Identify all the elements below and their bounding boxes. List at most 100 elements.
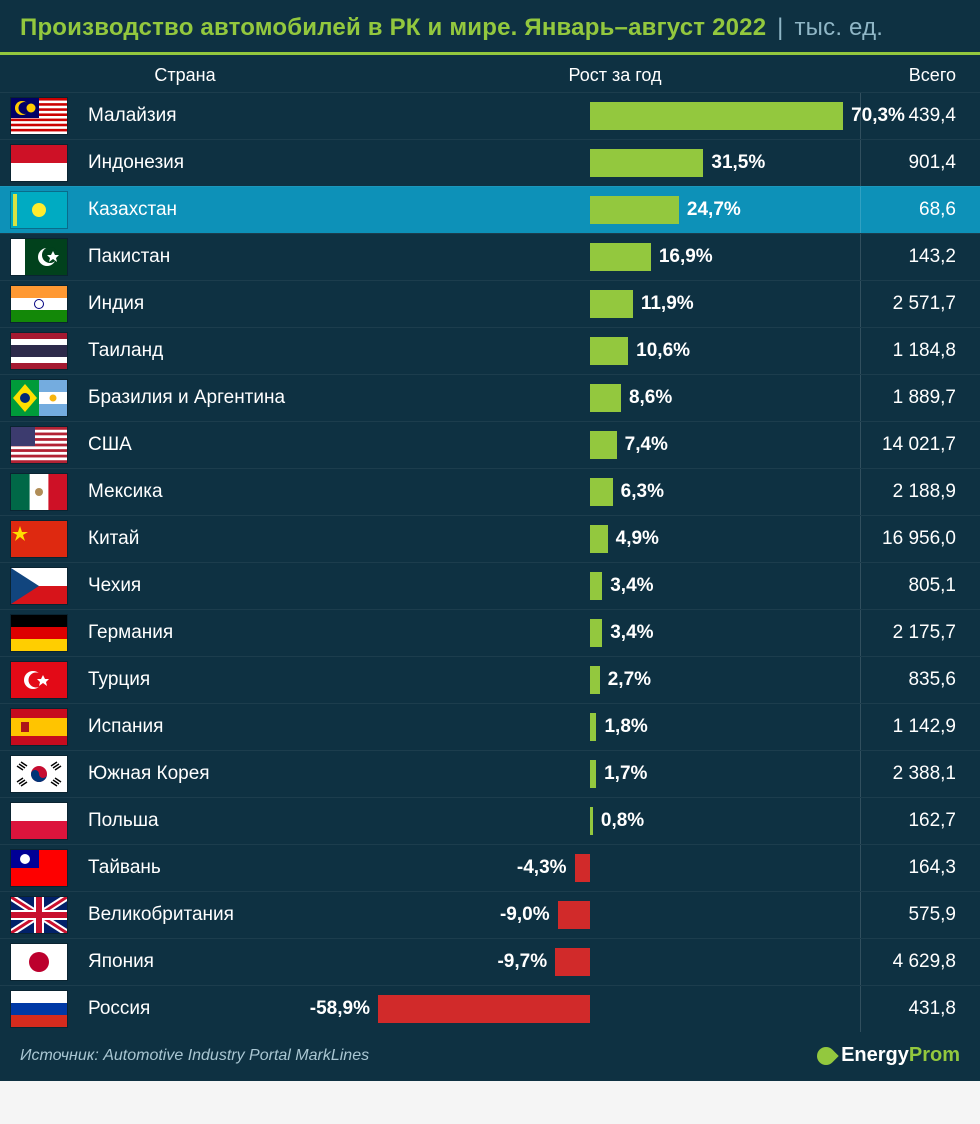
country-name: Великобритания: [78, 892, 370, 938]
total-value: 835,6: [860, 657, 980, 703]
chart-footer: Источник: Automotive Industry Portal Mar…: [0, 1032, 980, 1081]
growth-bar-cell: 8,6%: [370, 375, 860, 421]
total-value: 2 571,7: [860, 281, 980, 327]
country-name: Малайзия: [78, 93, 370, 139]
table-row: Великобритания-9,0%575,9: [0, 891, 980, 938]
growth-bar-negative: [575, 854, 590, 882]
country-name: США: [78, 422, 370, 468]
table-row: Германия3,4%2 175,7: [0, 609, 980, 656]
growth-label: -9,7%: [497, 951, 547, 973]
table-row: Индонезия 31,5% 901,4: [0, 139, 980, 186]
table-row: Чехия3,4%805,1: [0, 562, 980, 609]
growth-bar-cell: 4,9%: [370, 516, 860, 562]
country-name: Казахстан: [78, 187, 370, 233]
country-name: Япония: [78, 939, 370, 985]
flag-cell: [0, 281, 78, 327]
flag-cell: [0, 234, 78, 280]
country-name: Таиланд: [78, 328, 370, 374]
growth-label: -58,9%: [310, 998, 370, 1020]
total-value: 162,7: [860, 798, 980, 844]
total-value: 2 388,1: [860, 751, 980, 797]
growth-bar-positive: [590, 713, 596, 741]
growth-label: 70,3%: [851, 105, 905, 127]
country-name: Индонезия: [78, 140, 370, 186]
growth-bar-cell: 7,4%: [370, 422, 860, 468]
flag-cell: [0, 939, 78, 985]
country-name: Индия: [78, 281, 370, 327]
growth-bar-negative: [558, 901, 590, 929]
flag-icon: [11, 850, 67, 886]
growth-bar-positive: [590, 572, 602, 600]
growth-label: 31,5%: [711, 152, 765, 174]
title-sub: тыс. ед.: [794, 14, 883, 41]
growth-bar-cell: 3,4%: [370, 610, 860, 656]
table-row: Тайвань-4,3%164,3: [0, 844, 980, 891]
growth-bar-cell: 16,9%: [370, 234, 860, 280]
growth-bar-cell: -58,9%: [370, 986, 860, 1032]
flag-cell: [0, 469, 78, 515]
table-row: Китай4,9%16 956,0: [0, 515, 980, 562]
growth-label: 24,7%: [687, 199, 741, 221]
flag-cell: [0, 986, 78, 1032]
flag-icon: [11, 709, 67, 745]
table-row: Мексика6,3%2 188,9: [0, 468, 980, 515]
total-value: 901,4: [860, 140, 980, 186]
table-row: Казахстан 24,7% 68,6: [0, 186, 980, 233]
growth-bar-positive: [590, 337, 628, 365]
title-separator: |: [773, 14, 787, 41]
growth-label: 16,9%: [659, 246, 713, 268]
flag-icon: [11, 145, 67, 181]
total-value: 1 184,8: [860, 328, 980, 374]
total-value: 68,6: [860, 187, 980, 233]
flag-icon: [11, 98, 67, 134]
header-country: Страна: [0, 65, 370, 86]
flag-icon: [11, 991, 67, 1027]
table-row: Турция2,7%835,6: [0, 656, 980, 703]
growth-label: 11,9%: [641, 293, 694, 315]
growth-label: 2,7%: [608, 669, 651, 691]
flag-icon: [11, 333, 67, 369]
flag-cell: [0, 657, 78, 703]
growth-bar-positive: [590, 196, 679, 224]
table-row: Малайзия70,3%439,4: [0, 92, 980, 139]
total-value: 431,8: [860, 986, 980, 1032]
total-value: 14 021,7: [860, 422, 980, 468]
flag-icon: [11, 474, 67, 510]
country-name: Бразилия и Аргентина: [78, 375, 370, 421]
growth-bar-cell: 6,3%: [370, 469, 860, 515]
flag-icon: [11, 662, 67, 698]
growth-bar-negative: [378, 995, 590, 1023]
table-row: Пакистан16,9%143,2: [0, 233, 980, 280]
chart-title: Производство автомобилей в РК и мире. Ян…: [0, 0, 980, 52]
table-row: США7,4%14 021,7: [0, 421, 980, 468]
growth-label: -9,0%: [500, 904, 550, 926]
title-underline: [0, 52, 980, 55]
table-row: Испания1,8%1 142,9: [0, 703, 980, 750]
growth-label: 4,9%: [616, 528, 659, 550]
flag-icon: [11, 380, 67, 416]
flag-cell: [0, 328, 78, 374]
growth-bar-positive: [590, 290, 633, 318]
flag-icon: [11, 427, 67, 463]
flag-icon: [11, 286, 67, 322]
growth-bar-cell: -9,7%: [370, 939, 860, 985]
country-name: Чехия: [78, 563, 370, 609]
country-name: Пакистан: [78, 234, 370, 280]
table-row: Польша0,8%162,7: [0, 797, 980, 844]
growth-label: 10,6%: [636, 340, 690, 362]
growth-label: 6,3%: [621, 481, 664, 503]
flag-icon: [11, 192, 67, 228]
flag-icon: [11, 521, 67, 557]
leaf-icon: [813, 1043, 838, 1068]
flag-icon: [11, 803, 67, 839]
growth-label: 8,6%: [629, 387, 672, 409]
flag-icon: [11, 615, 67, 651]
country-name: Китай: [78, 516, 370, 562]
growth-bar-cell: 31,5%: [370, 140, 860, 186]
logo-text-1: Energy: [841, 1044, 909, 1067]
growth-bar-positive: [590, 619, 602, 647]
flag-cell: [0, 375, 78, 421]
flag-icon: [11, 756, 67, 792]
country-name: Мексика: [78, 469, 370, 515]
country-name: Южная Корея: [78, 751, 370, 797]
